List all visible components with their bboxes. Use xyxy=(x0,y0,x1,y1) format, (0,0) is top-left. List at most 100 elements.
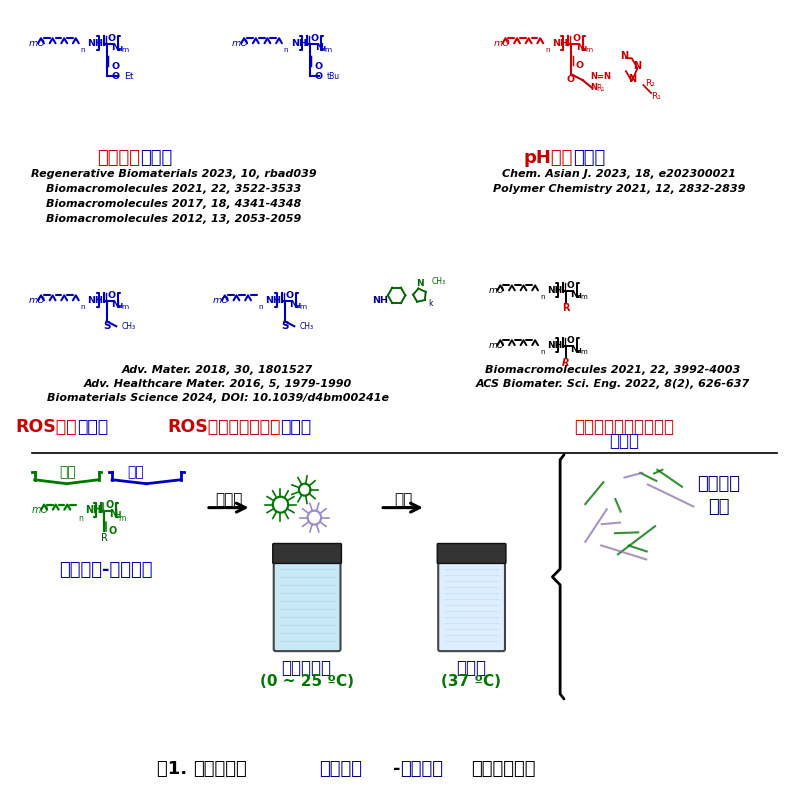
Text: NH: NH xyxy=(547,286,562,295)
Text: 聚乙二醇: 聚乙二醇 xyxy=(319,759,362,778)
Text: 温度响应: 温度响应 xyxy=(97,149,140,167)
Text: O: O xyxy=(108,34,116,42)
Text: Regenerative Biomaterials 2023, 10, rbad039: Regenerative Biomaterials 2023, 10, rbad… xyxy=(31,169,317,179)
Text: NH: NH xyxy=(85,505,101,514)
Text: N: N xyxy=(112,300,119,309)
Text: H: H xyxy=(581,46,587,52)
Text: O: O xyxy=(310,34,319,42)
Text: ROS响应: ROS响应 xyxy=(16,418,77,436)
Text: O: O xyxy=(567,336,575,344)
Text: CH₃: CH₃ xyxy=(432,277,446,286)
Text: mO: mO xyxy=(31,505,49,514)
Text: m: m xyxy=(325,47,332,53)
Text: tBu: tBu xyxy=(327,71,340,81)
Text: N=N
N: N=N N xyxy=(590,72,612,92)
Text: Chem. Asian J. 2023, 18, e202300021: Chem. Asian J. 2023, 18, e202300021 xyxy=(502,169,736,179)
Text: S: S xyxy=(103,321,110,332)
Text: H: H xyxy=(294,304,300,309)
Text: N: N xyxy=(314,42,322,52)
Text: O: O xyxy=(105,500,113,509)
Text: 水凝胶: 水凝胶 xyxy=(609,432,639,450)
Text: mO: mO xyxy=(213,296,230,305)
Text: 水凝胶: 水凝胶 xyxy=(77,418,108,436)
Text: m: m xyxy=(580,295,587,300)
Text: O: O xyxy=(567,281,575,290)
Text: ACS Biomater. Sci. Eng. 2022, 8(2), 626-637: ACS Biomater. Sci. Eng. 2022, 8(2), 626-… xyxy=(476,379,750,389)
Text: O: O xyxy=(109,525,117,536)
Text: mO: mO xyxy=(232,38,249,48)
Text: N: N xyxy=(620,51,628,61)
Text: m: m xyxy=(121,47,128,53)
Text: O: O xyxy=(285,291,294,300)
Text: 疏水: 疏水 xyxy=(127,465,144,479)
Text: O: O xyxy=(112,71,119,81)
Text: N: N xyxy=(576,42,584,52)
Text: m: m xyxy=(586,47,593,53)
Text: O: O xyxy=(576,61,584,70)
Text: O: O xyxy=(572,34,580,42)
Text: 物理交联凝胶: 物理交联凝胶 xyxy=(471,759,535,778)
FancyBboxPatch shape xyxy=(439,557,505,651)
Text: 聚乙二醇-聚氨基酸: 聚乙二醇-聚氨基酸 xyxy=(60,562,153,579)
Text: 聚氨基酸: 聚氨基酸 xyxy=(401,759,443,778)
Text: N: N xyxy=(289,300,297,309)
FancyBboxPatch shape xyxy=(273,544,341,563)
Text: Biomacromolecules 2017, 18, 4341-4348: Biomacromolecules 2017, 18, 4341-4348 xyxy=(46,199,302,209)
Text: H: H xyxy=(319,46,325,52)
Text: mO: mO xyxy=(29,296,46,305)
FancyBboxPatch shape xyxy=(274,557,340,651)
Text: pH响应: pH响应 xyxy=(523,149,573,167)
FancyBboxPatch shape xyxy=(437,544,506,563)
Text: ROS响应、免疫活性: ROS响应、免疫活性 xyxy=(167,418,281,436)
Text: mO: mO xyxy=(489,286,505,295)
Text: 图1.: 图1. xyxy=(157,759,193,778)
Text: NH: NH xyxy=(373,296,388,305)
Text: H: H xyxy=(575,293,581,300)
Text: NH: NH xyxy=(291,38,307,48)
Text: n: n xyxy=(81,304,86,310)
Text: Biomacromolecules 2021, 22, 3522-3533: Biomacromolecules 2021, 22, 3522-3533 xyxy=(46,183,302,194)
Text: N: N xyxy=(571,290,578,299)
Text: n: n xyxy=(78,513,83,522)
Text: R: R xyxy=(101,533,108,542)
Text: k: k xyxy=(428,300,433,308)
Text: n: n xyxy=(540,349,545,355)
Text: 水凝胶: 水凝胶 xyxy=(456,659,486,677)
Text: NH: NH xyxy=(266,296,281,305)
Text: H: H xyxy=(116,46,123,52)
Text: Biomacromolecules 2012, 13, 2053-2059: Biomacromolecules 2012, 13, 2053-2059 xyxy=(46,214,302,223)
Text: H: H xyxy=(116,304,123,309)
Text: n: n xyxy=(259,304,263,310)
Text: R: R xyxy=(562,358,569,368)
Text: Et: Et xyxy=(124,71,134,81)
Text: -: - xyxy=(393,759,400,778)
Text: O: O xyxy=(112,62,119,70)
Text: H: H xyxy=(114,511,120,520)
Text: NH: NH xyxy=(87,38,104,48)
Text: CH₃: CH₃ xyxy=(299,322,314,331)
Text: N: N xyxy=(634,61,641,71)
Text: Biomacromolecules 2021, 22, 3992-4003: Biomacromolecules 2021, 22, 3992-4003 xyxy=(485,365,740,375)
Text: CH₃: CH₃ xyxy=(121,322,135,331)
Text: R₁: R₁ xyxy=(651,91,661,101)
Text: 自组装: 自组装 xyxy=(215,492,243,507)
Text: 手性单元调控聚氨基酸: 手性单元调控聚氨基酸 xyxy=(574,418,674,436)
Text: N: N xyxy=(112,42,119,52)
Text: (0 ~ 25 ºC): (0 ~ 25 ºC) xyxy=(259,674,354,689)
Text: NH: NH xyxy=(87,296,104,305)
Text: 水凝胶: 水凝胶 xyxy=(573,149,605,167)
Text: O: O xyxy=(108,291,116,300)
Text: 自组装溶液: 自组装溶液 xyxy=(281,659,332,677)
Text: m: m xyxy=(299,304,307,310)
Text: NH: NH xyxy=(547,340,562,350)
Text: n: n xyxy=(284,47,288,53)
Text: O: O xyxy=(567,74,575,83)
Text: R₂: R₂ xyxy=(645,78,656,87)
Text: NH: NH xyxy=(552,38,567,48)
Text: 水凝胶: 水凝胶 xyxy=(281,418,311,436)
Text: m: m xyxy=(121,304,128,310)
Text: H: H xyxy=(575,348,581,354)
Text: mO: mO xyxy=(29,38,46,48)
Text: mO: mO xyxy=(489,340,505,350)
Text: n: n xyxy=(545,47,549,53)
